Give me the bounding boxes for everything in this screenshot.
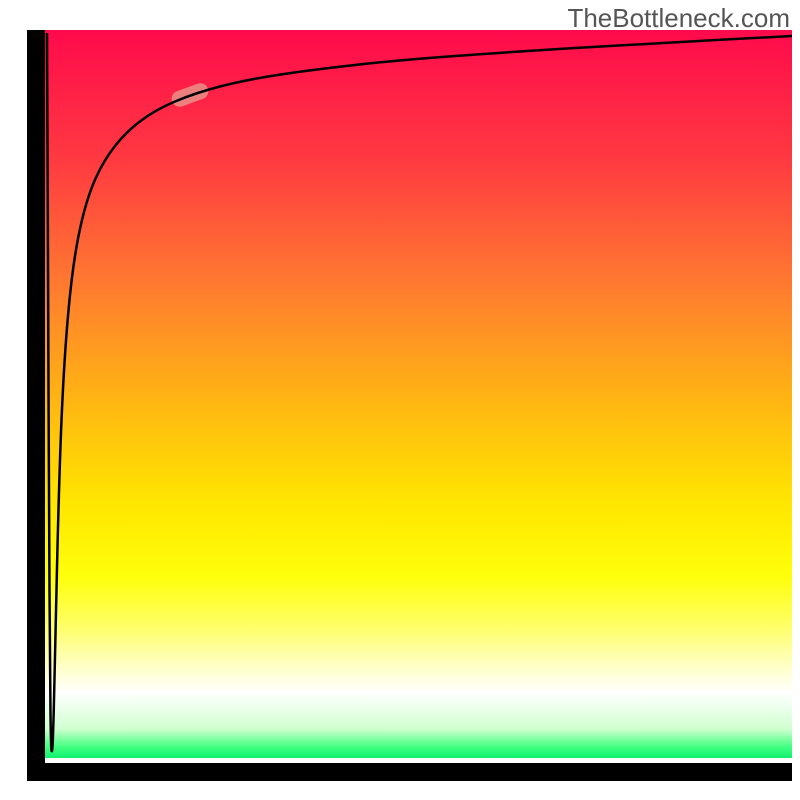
plot-gradient-background [36,30,792,758]
chart-root: TheBottleneck.com [0,0,800,800]
bottleneck-chart [0,0,800,800]
watermark-text: TheBottleneck.com [567,3,790,34]
